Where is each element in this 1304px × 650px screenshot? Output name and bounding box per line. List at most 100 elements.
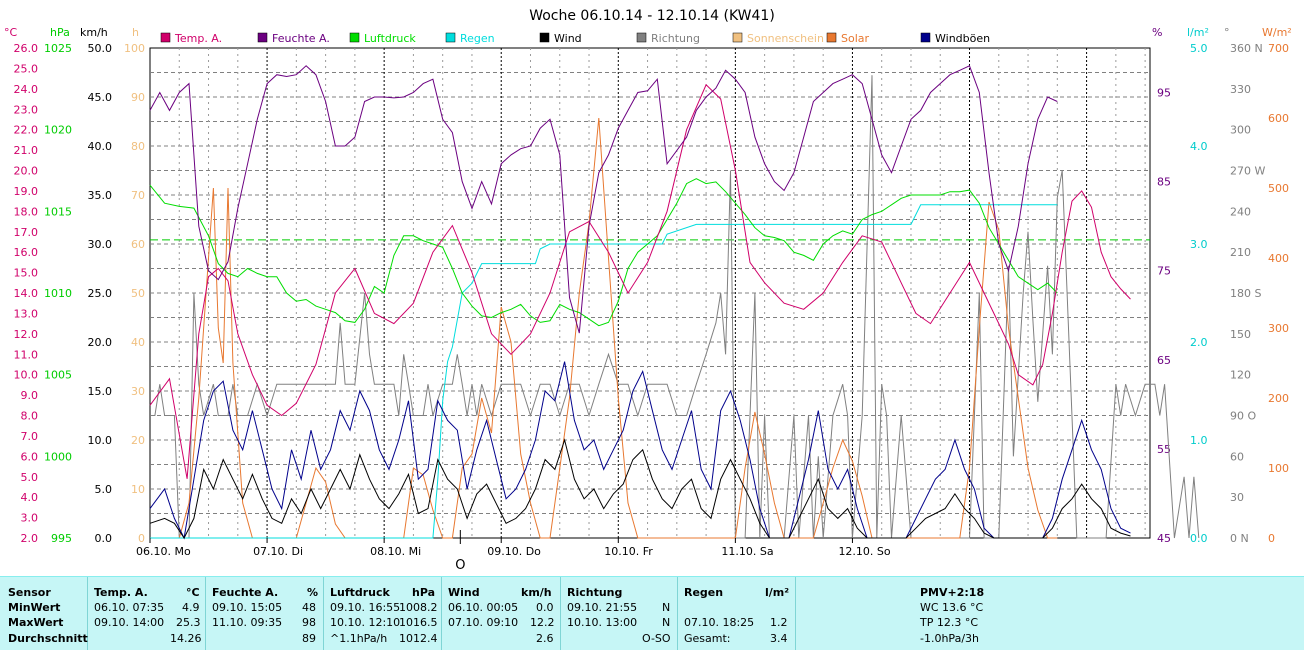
- legend-swatch: [636, 32, 647, 43]
- tick-label-temp: 8.0: [21, 410, 39, 423]
- tick-label-temp: 21.0: [14, 144, 39, 157]
- tick-label-temp: 25.0: [14, 62, 39, 75]
- tick-label-solar: 100: [1268, 462, 1289, 475]
- tick-label-sun: 90: [131, 91, 145, 104]
- stats-table: Sensor Temp. A. °C Feuchte A. % Luftdruc…: [0, 576, 1304, 650]
- avg-press-val: 1012.4: [399, 632, 438, 645]
- tick-label-wind: 0.0: [95, 532, 113, 545]
- tick-label-humidity: 85: [1157, 176, 1171, 189]
- tick-label-direction: 270 W: [1230, 165, 1265, 178]
- tick-label-sun: 20: [131, 434, 145, 447]
- header-wind: Wind: [448, 586, 480, 599]
- tick-label-humidity: 65: [1157, 354, 1171, 367]
- legend-label: Temp. A.: [174, 32, 222, 45]
- tick-label-direction: 300: [1230, 124, 1251, 137]
- axis-unit-humidity: %: [1152, 26, 1162, 39]
- max-temp-time: 09.10. 14:00: [94, 616, 165, 629]
- series-line-feuchte-a: [149, 65, 1058, 334]
- min-hum-val: 48: [302, 601, 316, 614]
- tick-label-wind: 40.0: [88, 140, 113, 153]
- tick-label-temp: 18.0: [14, 205, 39, 218]
- legend-swatch: [826, 32, 837, 43]
- tick-label-temp: 13.0: [14, 307, 39, 320]
- header-hum-unit: %: [307, 586, 319, 599]
- max-hum-time: 11.10. 09:35: [212, 616, 283, 629]
- tick-label-pressure: 1020: [44, 124, 72, 137]
- tick-label-wind: 45.0: [88, 91, 113, 104]
- tick-label-solar: 400: [1268, 252, 1289, 265]
- axis-unit-temp: °C: [4, 26, 18, 39]
- series-line-luftdruck: [149, 178, 1058, 327]
- tick-label-temp: 20.0: [14, 165, 39, 178]
- legend: Temp. A. Feuchte A. Luftdruck Regen Wind Rich…: [160, 32, 990, 45]
- axis-unit-wind: km/h: [80, 26, 108, 39]
- tick-label-rain: 1.0: [1190, 434, 1208, 447]
- tick-label-wind: 15.0: [88, 385, 113, 398]
- header-dir: Richtung: [567, 586, 623, 599]
- tick-label-rain: 0.0: [1190, 532, 1208, 545]
- tick-label-humidity: 95: [1157, 87, 1171, 100]
- avg-dir-val: O-SO: [642, 632, 671, 645]
- axis-unit-rain: l/m²: [1187, 26, 1209, 39]
- min-wind-val: 0.0: [536, 601, 554, 614]
- max-dir-time: 10.10. 13:00: [567, 616, 638, 629]
- tick-label-wind: 10.0: [88, 434, 113, 447]
- tick-label-wind: 5.0: [95, 483, 113, 496]
- x-tick-label: 10.10. Fr: [604, 545, 653, 558]
- tick-label-rain: 4.0: [1190, 140, 1208, 153]
- tick-label-pressure: 1015: [44, 205, 72, 218]
- row-max-label: MaxWert: [8, 616, 64, 629]
- row-min-label: MinWert: [8, 601, 61, 614]
- legend-swatch: [732, 32, 743, 43]
- tick-label-wind: 50.0: [88, 42, 113, 55]
- axis-unit-pressure: hPa: [50, 26, 70, 39]
- max-wind-val: 12.2: [530, 616, 555, 629]
- series-line-temp-a: [149, 83, 1131, 479]
- legend-label: Regen: [460, 32, 495, 45]
- min-extra: WC 13.6 °C: [920, 601, 984, 614]
- tick-label-temp: 6.0: [21, 450, 39, 463]
- tick-label-sun: 0: [138, 532, 145, 545]
- legend-label: Wind: [554, 32, 582, 45]
- series-line-richtung: [150, 75, 1200, 539]
- axis-unit-solar: W/m²: [1262, 26, 1292, 39]
- max-hum-val: 98: [302, 616, 316, 629]
- header-rain-unit: l/m²: [765, 586, 790, 599]
- tick-label-temp: 10.0: [14, 369, 39, 382]
- x-axis: 06.10. Mo 07.10. Di 08.10. Mi 09.10. Do 10.1…: [136, 530, 891, 573]
- tick-label-direction: 360 N: [1230, 42, 1263, 55]
- header-pmv: PMV+2:18: [920, 586, 985, 599]
- tick-label-rain: 3.0: [1190, 238, 1208, 251]
- legend-label: Sonnenschein: [747, 32, 824, 45]
- header-press-unit: hPa: [412, 586, 436, 599]
- tick-label-sun: 10: [131, 483, 145, 496]
- tick-label-wind: 20.0: [88, 336, 113, 349]
- avg-hum-val: 89: [302, 632, 316, 645]
- max-extra: TP 12.3 °C: [920, 616, 979, 629]
- row-avg-label: Durchschnitt: [8, 632, 88, 645]
- max-rain-val: 1.2: [770, 616, 788, 629]
- tick-label-sun: 50: [131, 287, 145, 300]
- legend-label: Richtung: [651, 32, 700, 45]
- avg-rain-label: Gesamt:: [684, 632, 731, 645]
- legend-label: Windböen: [935, 32, 990, 45]
- tick-label-wind: 25.0: [88, 287, 113, 300]
- tick-label-direction: 0 N: [1230, 532, 1249, 545]
- tick-label-temp: 5.0: [21, 471, 39, 484]
- tick-label-temp: 24.0: [14, 83, 39, 96]
- tick-label-direction: 120: [1230, 369, 1251, 382]
- x-tick-label: 06.10. Mo: [136, 545, 191, 558]
- min-dir-val: N: [662, 601, 671, 614]
- header-hum: Feuchte A.: [212, 586, 279, 599]
- tick-label-humidity: 45: [1157, 532, 1171, 545]
- plot-area: [149, 47, 1151, 539]
- axis-unit-sun: h: [132, 26, 139, 39]
- tick-label-humidity: 75: [1157, 265, 1171, 278]
- tick-label-temp: 22.0: [14, 124, 39, 137]
- max-rain-time: 07.10. 18:25: [684, 616, 755, 629]
- x-tick-label: 07.10. Di: [253, 545, 303, 558]
- tick-label-temp: 17.0: [14, 226, 39, 239]
- tick-label-direction: 210: [1230, 246, 1251, 259]
- tick-label-temp: 3.0: [21, 512, 39, 525]
- tick-label-temp: 9.0: [21, 389, 39, 402]
